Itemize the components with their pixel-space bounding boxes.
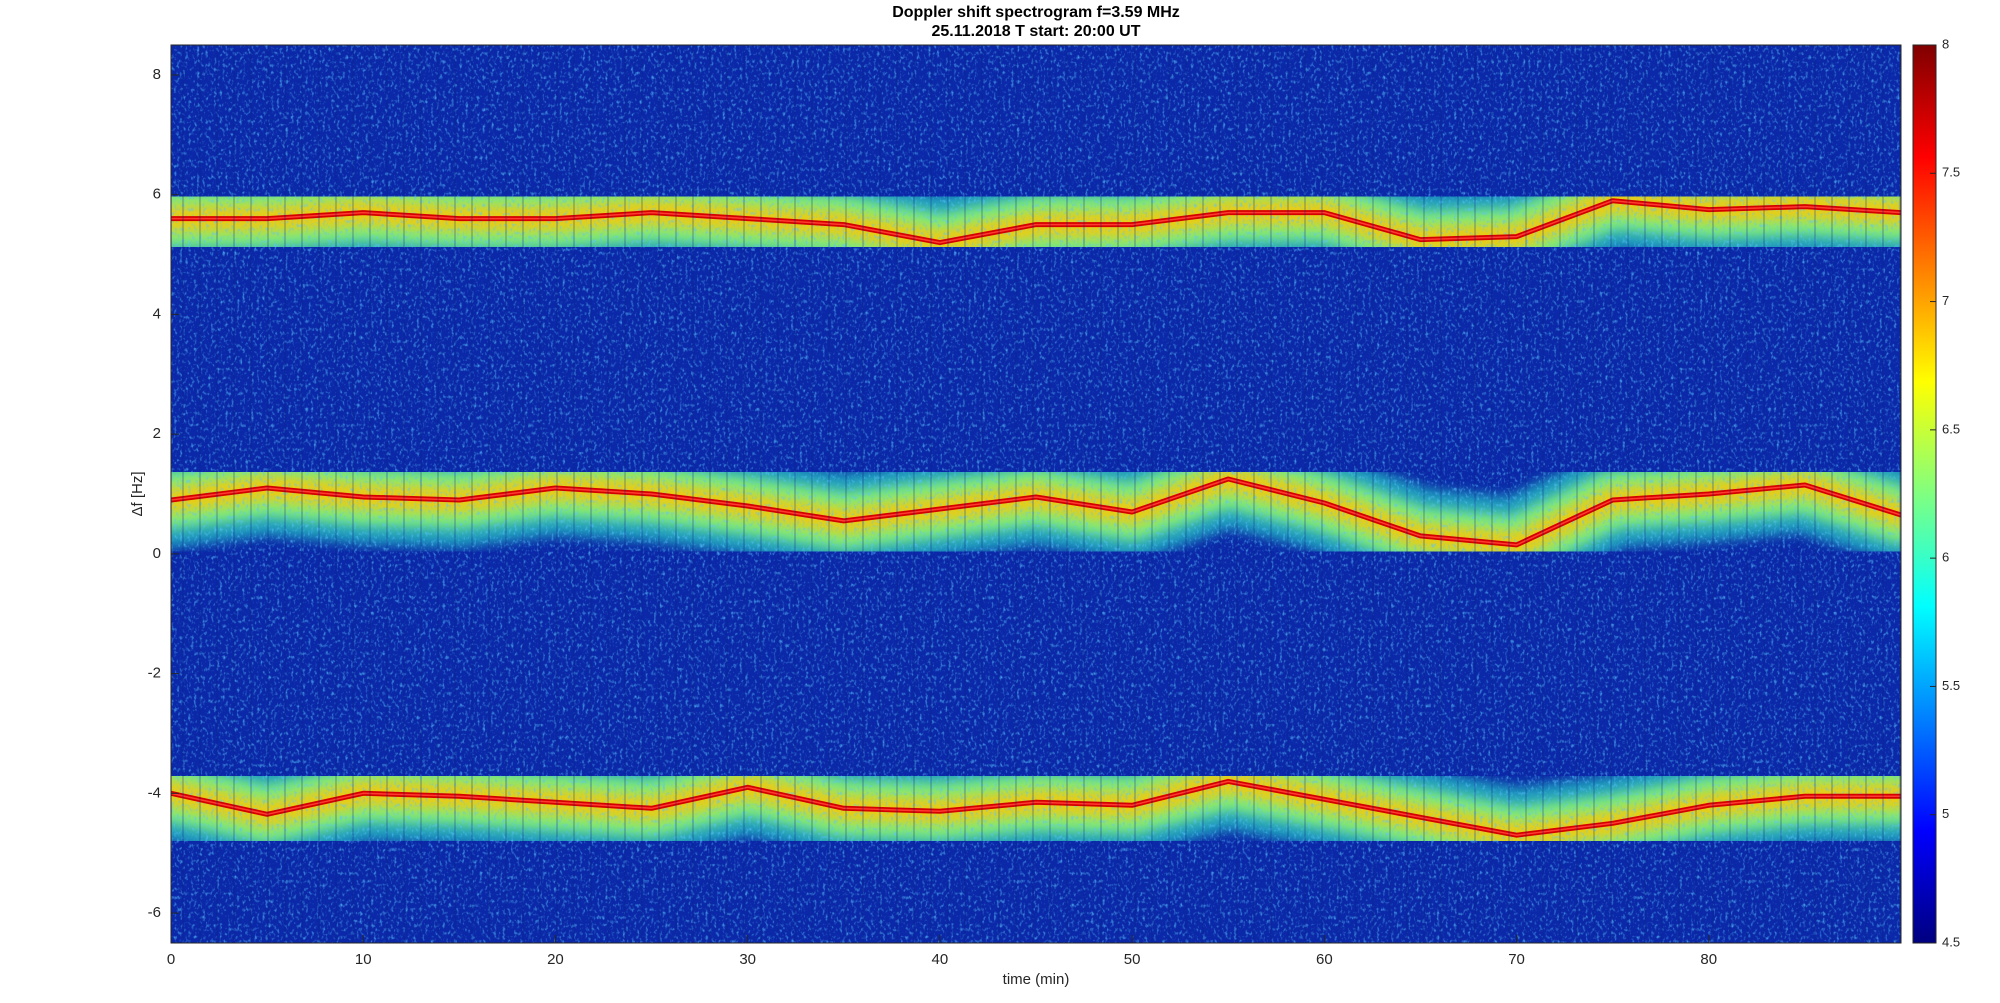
y-axis-label: Δf [Hz] [129,471,146,516]
chart-title: Doppler shift spectrogram f=3.59 MHz [892,4,1180,21]
x-tick-label: 40 [932,951,949,968]
ridge-layer [171,45,1901,943]
ridge-center [171,780,1901,836]
y-tick-label: -4 [148,784,161,801]
y-tick-label: 4 [153,305,161,322]
chart-subtitle: 25.11.2018 T start: 20:00 UT [931,23,1140,40]
x-tick-label: 10 [355,951,372,968]
x-tick-label: 80 [1700,951,1717,968]
y-tick-label: -2 [148,665,161,682]
colorbar [1912,44,1937,944]
colorbar-tick-label: 7 [1942,293,1949,308]
noise-texture [171,45,1901,943]
colorbar-tick-label: 8 [1942,36,1949,51]
colorbar-tick-label: 5 [1942,806,1949,821]
colorbar-tick-label: 5.5 [1942,678,1960,693]
x-tick-label: 60 [1316,951,1333,968]
colorbar-tick-label: 7.5 [1942,165,1960,180]
y-tick-label: 6 [153,186,161,203]
y-tick-label: 0 [153,545,161,562]
y-tick-label: 8 [153,66,161,83]
x-tick-label: 30 [739,951,756,968]
ridge-center [171,478,1901,546]
y-tick-label: -6 [148,904,161,921]
ridge-center [171,199,1901,244]
x-tick-label: 50 [1124,951,1141,968]
x-tick-label: 20 [547,951,564,968]
x-axis-label: time (min) [1003,971,1070,988]
colorbar-tick-label: 4.5 [1942,934,1960,949]
colorbar-tick-label: 6 [1942,550,1949,565]
x-tick-label: 0 [167,951,175,968]
axes-box [170,44,1902,944]
x-tick-label: 70 [1508,951,1525,968]
y-tick-label: 2 [153,425,161,442]
colorbar-tick-label: 6.5 [1942,421,1960,436]
